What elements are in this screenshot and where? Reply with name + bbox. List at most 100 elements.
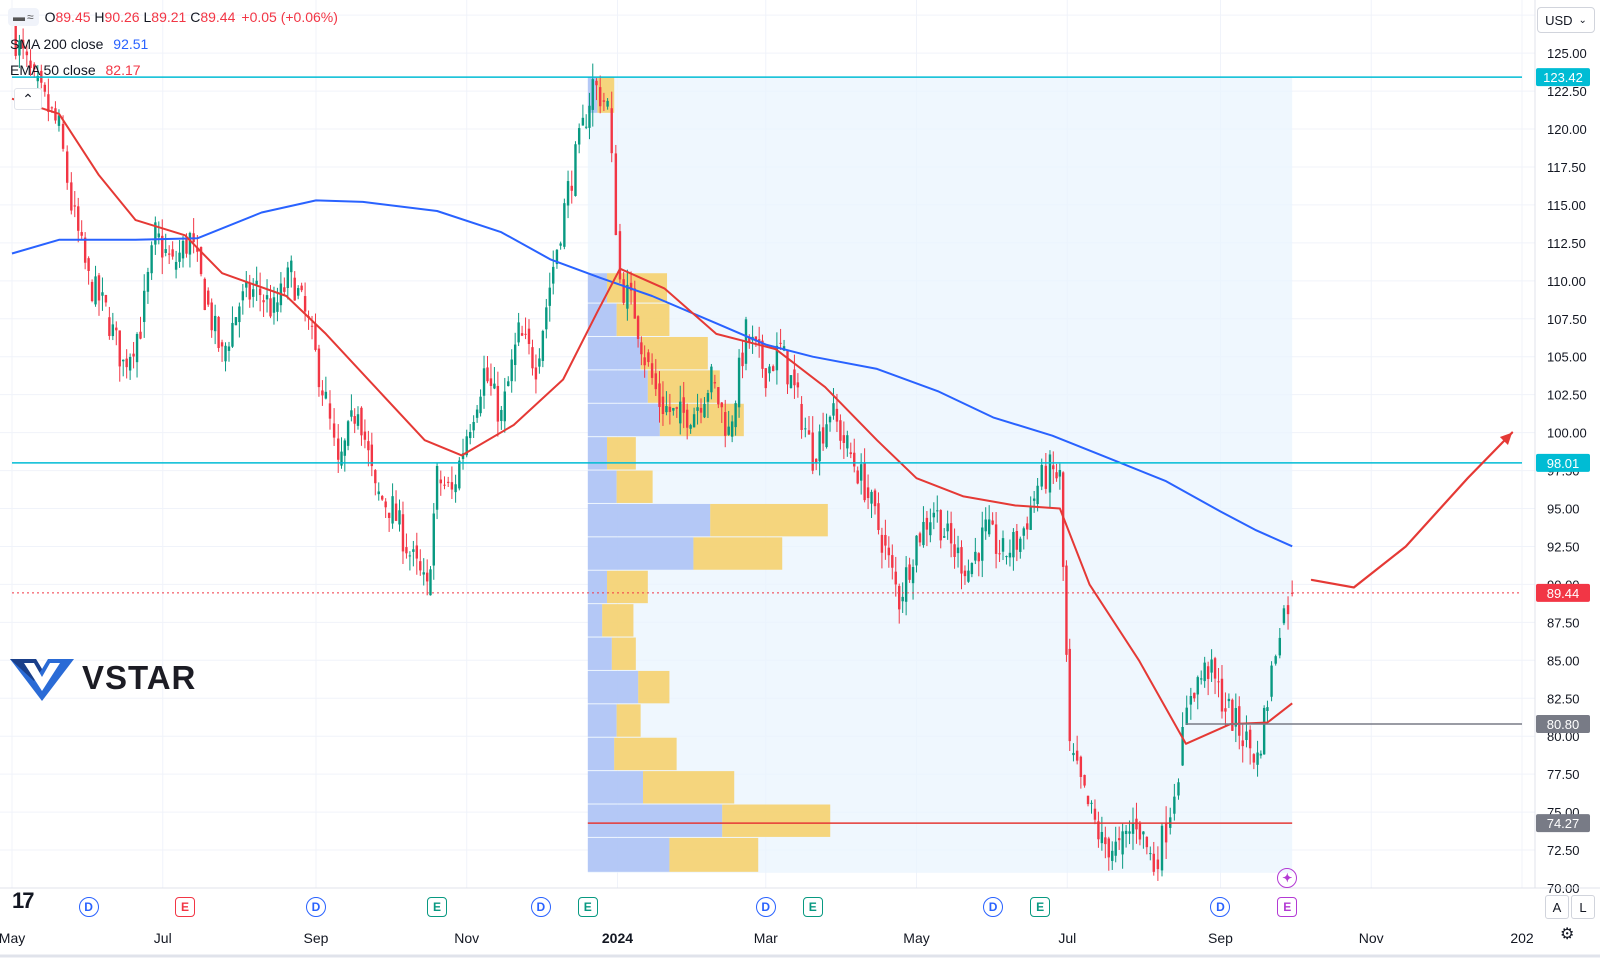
candle-body	[717, 387, 720, 405]
volume-profile-bar-down	[602, 604, 634, 637]
candle-body	[1128, 831, 1131, 834]
collapse-legend-button[interactable]: ⌃	[14, 88, 42, 110]
candle-body	[1181, 726, 1184, 766]
candle-body	[435, 465, 439, 510]
level-price-tag	[1536, 583, 1590, 602]
candle-body	[108, 317, 111, 336]
earnings-marker-icon[interactable]: E	[1277, 897, 1298, 917]
volume-profile-bar-down	[616, 470, 653, 503]
auto-scale-button[interactable]: A	[1545, 895, 1569, 919]
candle-body	[768, 366, 771, 374]
sma-legend[interactable]: SMA 200 close 92.51	[10, 36, 148, 52]
candle-body	[606, 100, 609, 107]
candle-body	[566, 181, 570, 206]
candle-body	[998, 553, 1001, 555]
minimize-icon[interactable]: ▬	[13, 10, 25, 24]
candle-body	[963, 570, 967, 577]
tradingview-logo-icon[interactable]: 17	[12, 888, 35, 913]
dividend-marker-icon[interactable]: D	[1210, 897, 1231, 917]
candle-body	[377, 491, 380, 495]
volume-profile-bar-up	[587, 503, 711, 537]
settings-gear-icon[interactable]: ⚙	[1560, 926, 1575, 943]
ohlc-value: 89.45	[55, 9, 95, 25]
candle-body	[61, 123, 65, 149]
candle-body	[143, 290, 146, 322]
candle-body	[50, 107, 54, 109]
candle-body	[929, 522, 932, 536]
candle-body	[272, 297, 276, 313]
candle-body	[689, 425, 692, 429]
projection-arrow	[1310, 431, 1514, 589]
volume-profile-bar-down	[710, 503, 828, 537]
candle-body	[300, 285, 303, 291]
volume-profile-bar-down	[611, 637, 636, 670]
candle-body	[1083, 774, 1086, 786]
dividend-marker-icon[interactable]: D	[305, 897, 326, 917]
dividend-marker-icon[interactable]: D	[755, 897, 776, 917]
candle-body	[210, 302, 213, 331]
candle-body	[825, 424, 828, 448]
volume-profile-bar-down	[607, 570, 648, 604]
candle-body	[450, 482, 454, 490]
vstar-watermark: VSTAR	[10, 655, 196, 701]
volume-profile-bar-up	[587, 637, 612, 670]
candle-body	[381, 496, 384, 500]
dividend-marker-icon[interactable]: D	[983, 897, 1004, 917]
candle-body	[269, 298, 272, 317]
candle-body	[626, 284, 629, 309]
dividend-marker-icon[interactable]: D	[78, 897, 99, 917]
candle-body	[991, 520, 994, 525]
volume-profile-bar-up	[587, 771, 644, 804]
candle-body	[703, 403, 706, 418]
candle-body	[685, 409, 689, 428]
candle-body	[33, 64, 36, 70]
earnings-marker-icon[interactable]: E	[577, 897, 598, 917]
earnings-marker-icon[interactable]: E	[427, 897, 448, 917]
earnings-marker-icon[interactable]: E	[174, 897, 195, 917]
earnings-marker-icon[interactable]: E	[1030, 897, 1051, 917]
candle-body	[1131, 822, 1135, 834]
candle-body	[1224, 708, 1227, 712]
candle-body	[482, 368, 486, 396]
level-price-label: 74.27	[1547, 816, 1580, 831]
upcoming-event-icon[interactable]: ✦	[1277, 868, 1298, 888]
candle-body	[510, 359, 513, 382]
candle-body	[584, 126, 588, 128]
candle-body	[1274, 656, 1277, 664]
candle-body	[94, 276, 97, 305]
candle-body	[894, 571, 897, 585]
candle-body	[946, 523, 949, 532]
candle-body	[468, 431, 472, 439]
candle-body	[21, 39, 25, 49]
volume-profile-bar-down	[614, 737, 677, 771]
chart-style-icon[interactable]: ≈	[27, 10, 34, 24]
candle-body	[353, 416, 356, 424]
dividend-marker-icon[interactable]: D	[530, 897, 551, 917]
y-tick-label: 110.00	[1547, 274, 1586, 289]
candle-body	[796, 382, 800, 388]
candle-body	[296, 288, 300, 296]
earnings-marker-icon[interactable]: E	[802, 897, 823, 917]
log-scale-button[interactable]: L	[1571, 895, 1595, 919]
y-tick-label: 120.00	[1547, 122, 1587, 137]
candle-body	[1022, 528, 1025, 536]
candle-body	[884, 534, 887, 546]
volume-profile-bar-up	[587, 470, 617, 503]
volume-profile-bar-up	[587, 704, 617, 737]
currency-select[interactable]: USD ⌄	[1537, 7, 1595, 33]
symbol-controls[interactable]: ▬ ≈	[8, 8, 39, 26]
candle-body	[775, 345, 779, 371]
candle-body	[446, 481, 450, 483]
x-tick-label: May	[0, 930, 25, 946]
ohlc-value: 89.44	[200, 9, 236, 25]
volume-profile-bar-down	[722, 804, 831, 837]
ema-legend[interactable]: EMA 50 close 82.17	[10, 62, 141, 78]
volume-profile-bar-down	[616, 303, 670, 336]
candle-body	[1114, 841, 1117, 856]
candle-body	[241, 291, 245, 301]
candle-body	[171, 249, 174, 257]
sma-value: 92.51	[113, 36, 149, 52]
candle-body	[1173, 796, 1176, 814]
candle-body	[408, 555, 412, 557]
